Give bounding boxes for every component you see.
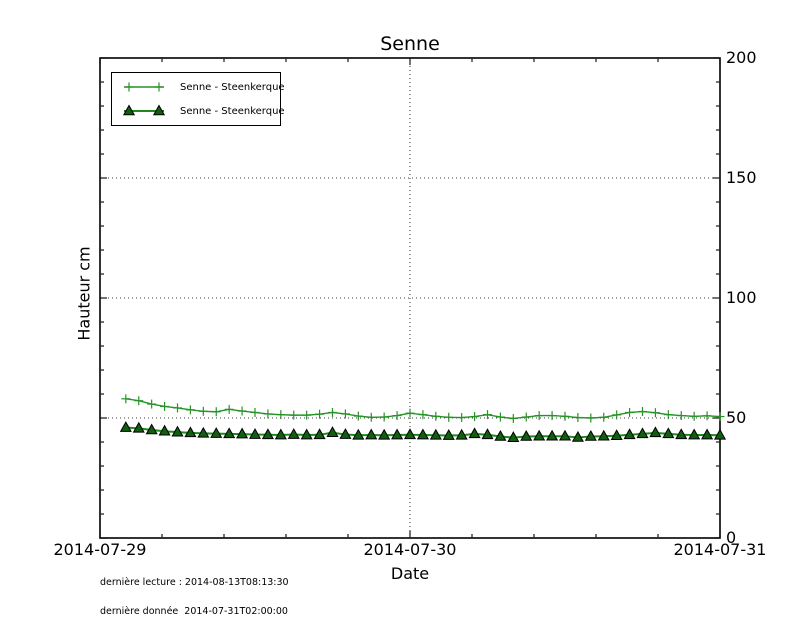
x-tick-label: 2014-07-30 (363, 540, 457, 559)
legend: Senne - Steenkerque Senne - Steenkerque (111, 72, 285, 126)
x-tick-label: 2014-07-29 (53, 540, 147, 559)
legend-line-triangle-icon (122, 104, 166, 116)
legend-entry-label: Senne - Steenkerque (180, 81, 285, 93)
footer-last-data: dernière donnée 2014-07-31T02:00:00 (100, 605, 288, 617)
y-tick-label: 200 (726, 48, 757, 67)
legend-entry: Senne - Steenkerque (112, 100, 285, 122)
footer: dernière lecture : 2014-08-13T08:13:30 d… (100, 559, 289, 626)
y-tick-label: 100 (726, 288, 757, 307)
x-axis-label: Date (390, 564, 430, 583)
y-tick-label: 150 (726, 168, 757, 187)
y-tick-label: 0 (726, 528, 737, 547)
legend-entry-label: Senne - Steenkerque (180, 105, 285, 117)
y-tick-label: 50 (726, 408, 747, 427)
footer-last-reading: dernière lecture : 2014-08-13T08:13:30 (100, 577, 289, 588)
legend-line-plus-icon (124, 82, 164, 92)
x-tick-label: 2014-07-31 (673, 540, 767, 559)
legend-entry: Senne - Steenkerque (112, 76, 285, 98)
chart-title: Senne (380, 33, 440, 55)
y-axis-label: Hauteur cm (74, 246, 94, 341)
plot-area (99, 57, 727, 539)
